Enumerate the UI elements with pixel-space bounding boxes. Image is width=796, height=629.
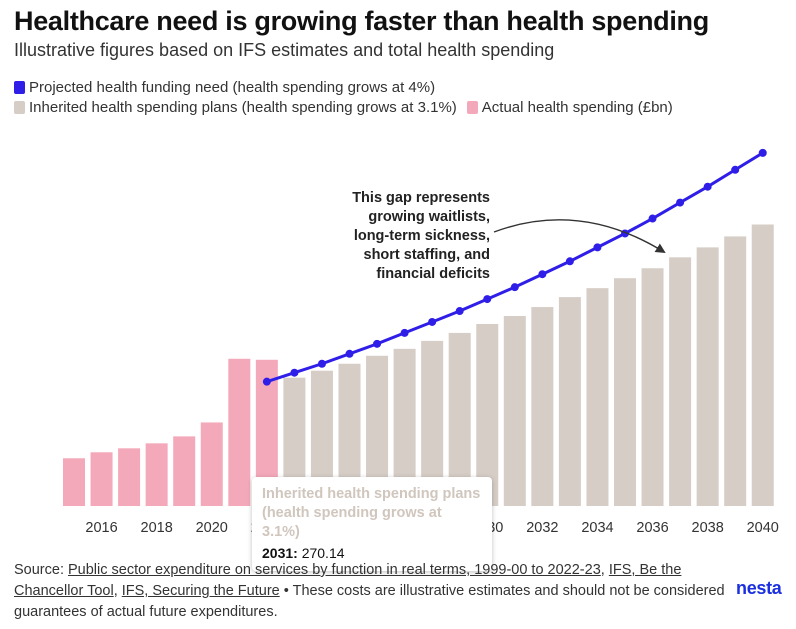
actual-spending-bar-2021[interactable] [228,358,251,506]
legend-swatch-actual-spending [466,101,478,114]
inherited-plans-bar-2038[interactable] [696,247,719,507]
source-link-ifs-chancellor[interactable]: IFS, Be the Chancellor Tool [14,562,682,599]
legend-label-inherited-plans: Inherited health spending plans (health … [29,99,457,116]
legend-row-2: Inherited health spending plans (health … [14,99,683,116]
inherited-plans-bar-2028[interactable] [421,340,444,506]
funding-need-point-2026[interactable] [373,339,382,348]
annotation-line-2: growing waitlists, [368,209,490,225]
x-tick-label-2036: 2036 [636,520,668,536]
legend-label-actual-spending: Actual health spending (£bn) [481,99,673,116]
tooltip-year: 2031: [262,545,298,561]
inherited-plans-bar-2025[interactable] [338,363,361,506]
legend-label-funding-need: Projected health funding need (health sp… [29,79,436,96]
legend-row-1: Projected health funding need (health sp… [14,79,445,96]
funding-need-point-2025[interactable] [345,349,354,358]
inherited-plans-bar-2031[interactable] [503,316,526,506]
funding-need-point-2040[interactable] [758,148,767,157]
source-note: Source: Public sector expenditure on ser… [14,560,729,623]
funding-need-point-2022[interactable] [262,377,271,386]
source-sep-2: , [113,583,122,599]
funding-need-point-2028[interactable] [428,317,437,326]
actual-spending-bar-2019[interactable] [173,436,196,506]
inherited-plans-bar-2024[interactable] [310,370,333,506]
inherited-plans-bar-2026[interactable] [366,355,389,506]
funding-need-point-2031[interactable] [510,283,519,292]
annotation-line-4: short staffing, and [364,247,490,263]
inherited-plans-bar-2037[interactable] [669,257,692,506]
funding-need-point-2038[interactable] [703,182,712,191]
inherited-plans-bar-2033[interactable] [558,297,581,506]
gap-annotation: This gap represents growing waitlists, lon… [352,190,666,282]
chart-title: Healthcare need is growing faster than h… [14,6,709,36]
inherited-plans-bar-2036[interactable] [641,268,664,506]
actual-spending-bar-2018[interactable] [145,443,168,506]
x-tick-label-2018: 2018 [141,520,173,536]
legend-item-inherited-plans[interactable]: Inherited health spending plans (health … [14,99,457,116]
x-tick-label-2016: 2016 [85,520,117,536]
legend-item-actual-spending[interactable]: Actual health spending (£bn) [466,99,673,116]
x-tick-label-2040: 2040 [747,520,779,536]
funding-need-line-group [262,148,767,386]
funding-need-point-2027[interactable] [400,328,409,337]
annotation-arrow [493,219,666,254]
inherited-plans-bar-2039[interactable] [724,236,747,506]
funding-need-point-2030[interactable] [483,295,492,304]
funding-need-point-2037[interactable] [676,198,685,207]
x-tick-label-2034: 2034 [581,520,613,536]
funding-need-point-2039[interactable] [731,165,740,174]
inherited-plans-bar-2034[interactable] [586,288,609,506]
inherited-plans-bar-2040[interactable] [751,224,774,506]
nesta-logo[interactable]: nesta [736,578,782,598]
x-tick-label-2038: 2038 [692,520,724,536]
inherited-plans-bar-2029[interactable] [448,332,471,506]
tooltip: Inherited health spending plans (health … [252,477,492,571]
bars-group [63,224,774,507]
legend-swatch-funding-need [14,81,25,94]
funding-need-point-2024[interactable] [317,359,326,368]
actual-spending-bar-2015[interactable] [63,458,85,506]
actual-spending-bar-2017[interactable] [118,448,141,506]
inherited-plans-bar-2023[interactable] [283,377,306,506]
funding-need-point-2034[interactable] [593,243,602,252]
inherited-plans-bar-2035[interactable] [614,278,636,506]
inherited-plans-bar-2030[interactable] [476,323,499,506]
chart-subtitle: Illustrative figures based on IFS estima… [14,40,555,60]
funding-need-point-2036[interactable] [648,214,657,223]
x-tick-label-2020: 2020 [196,520,228,536]
source-disclaimer: • These costs are illustrative estimates… [14,583,725,620]
tooltip-title: Inherited health spending plans (health … [262,486,481,540]
actual-spending-bar-2022[interactable] [255,359,278,506]
inherited-plans-bar-2032[interactable] [531,307,554,506]
source-link-ons[interactable]: Public sector expenditure on services by… [68,562,601,578]
funding-need-point-2032[interactable] [538,270,547,279]
annotation-line-1: This gap represents [352,190,490,206]
annotation-text: This gap represents growing waitlists, lon… [352,190,490,282]
funding-need-point-2029[interactable] [455,307,464,316]
annotation-line-5: financial deficits [376,266,490,282]
actual-spending-bar-2020[interactable] [200,422,223,506]
funding-need-point-2033[interactable] [565,257,574,266]
source-prefix: Source: [14,562,68,578]
legend-item-funding-need[interactable]: Projected health funding need (health sp… [14,79,435,96]
tooltip-number: 270.14 [301,545,345,561]
funding-need-point-2023[interactable] [290,368,299,377]
source-sep-1: , [600,562,609,578]
tooltip-value: 2031: 270.14 [262,545,482,561]
actual-spending-bar-2016[interactable] [90,452,113,506]
legend-swatch-inherited-plans [14,101,25,114]
inherited-plans-bar-2027[interactable] [393,348,416,506]
source-link-ifs-securing[interactable]: IFS, Securing the Future [121,583,280,599]
annotation-line-3: long-term sickness, [354,228,490,244]
x-tick-label-2032: 2032 [526,520,558,536]
